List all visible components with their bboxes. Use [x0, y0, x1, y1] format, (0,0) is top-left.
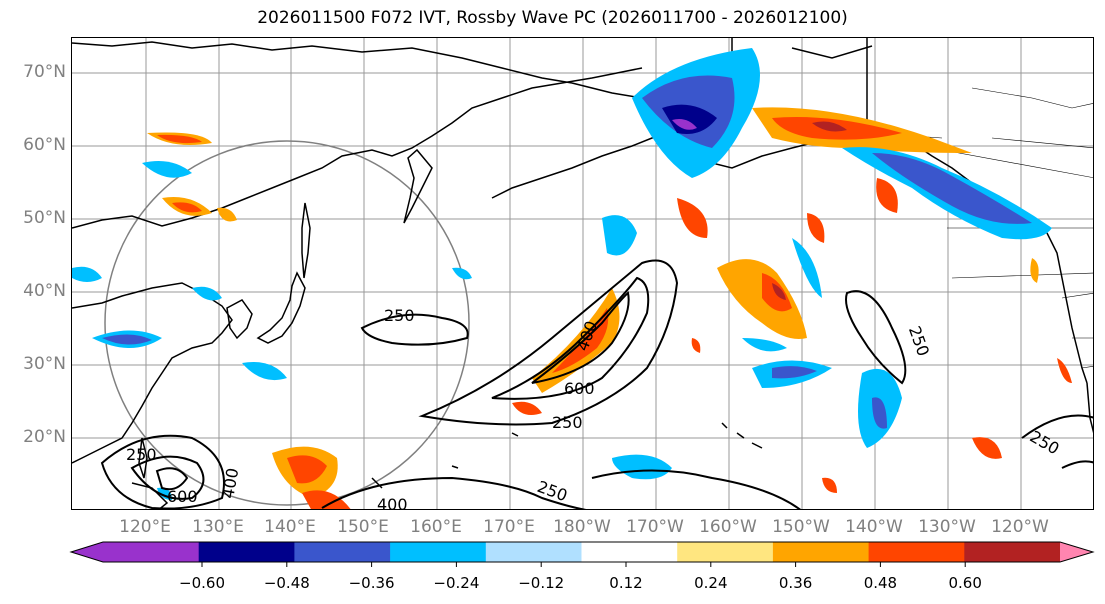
- lat-label-40n: 40°N: [23, 281, 66, 301]
- lon-label-140e: 140°E: [264, 517, 316, 537]
- colorbar-tick-label: 0.24: [694, 574, 728, 592]
- colorbar-segment: [868, 542, 965, 562]
- lat-label-20n: 20°N: [23, 427, 66, 447]
- lon-label-160w: 160°W: [699, 517, 757, 537]
- lon-label-140w: 140°W: [845, 517, 903, 537]
- colorbar-segment: [198, 542, 295, 562]
- ivt-shading: [72, 48, 1072, 509]
- colorbar-tick-label: −0.48: [263, 574, 310, 592]
- map-panel: 250 400 600 250 250 250 400 250 250 400 …: [71, 37, 1094, 510]
- contour-label: 600: [564, 379, 595, 398]
- colorbar-segment: [677, 542, 774, 562]
- colorbar-segment: [964, 542, 1061, 562]
- colorbar-outline: [69, 541, 1095, 563]
- gray-circle: [104, 140, 470, 506]
- colorbar-segment: [581, 542, 678, 562]
- colorbar-tick-label: −0.12: [518, 574, 565, 592]
- map-canvas: 250 400 600 250 250 250 400 250 250 400 …: [72, 38, 1093, 510]
- colorbar-tick-label: −0.60: [179, 574, 225, 592]
- contour-label: 250: [552, 413, 583, 432]
- contour-label: 250: [535, 477, 570, 505]
- lat-label-30n: 30°N: [23, 354, 66, 374]
- colorbar-segments: [71, 542, 1093, 562]
- lon-label-160e: 160°E: [410, 517, 462, 537]
- colorbar-tick-label: −0.24: [433, 574, 480, 592]
- lon-label-180w: 180°W: [553, 517, 611, 537]
- lat-label-70n: 70°N: [23, 62, 66, 82]
- lon-label-120e: 120°E: [119, 517, 171, 537]
- colorbar-tick-label: 0.36: [778, 574, 813, 592]
- colorbar-segment: [485, 542, 582, 562]
- contour-label-group: 250 400 600 250 250 250 400 250 250 400 …: [126, 306, 1063, 510]
- contour-label: 250: [384, 306, 415, 325]
- colorbar: [69, 541, 1095, 567]
- lat-label-50n: 50°N: [23, 208, 66, 228]
- colorbar-extend-min: [71, 542, 103, 562]
- lon-label-170w: 170°W: [626, 517, 684, 537]
- colorbar-tick-label: 0.12: [609, 574, 643, 592]
- graticule: [72, 38, 1093, 509]
- lon-label-150w: 150°W: [772, 517, 830, 537]
- lon-label-150e: 150°E: [337, 517, 389, 537]
- colorbar-segment: [103, 542, 200, 562]
- lat-label-60n: 60°N: [23, 135, 66, 155]
- colorbar-extend-max: [1060, 542, 1093, 562]
- colorbar-tick-label: −0.36: [348, 574, 395, 592]
- colorbar-tick-label: 0.60: [948, 574, 982, 592]
- contour-label: 250: [905, 323, 933, 358]
- contour-label: 250: [126, 445, 157, 464]
- contour-label: 400: [377, 495, 408, 510]
- colorbar-tick-label: 0.48: [863, 574, 898, 592]
- colorbar-segment: [294, 542, 391, 562]
- rossby-contours: [100, 259, 1093, 509]
- lon-label-170e: 170°E: [483, 517, 535, 537]
- colorbar-ticks: [201, 562, 966, 567]
- lon-label-120w: 120°W: [991, 517, 1049, 537]
- contour-label: 400: [218, 467, 242, 500]
- lon-label-130e: 130°E: [192, 517, 244, 537]
- colorbar-segment: [390, 542, 487, 562]
- colorbar-segment: [772, 542, 870, 562]
- map-title: 2026011500 F072 IVT, Rossby Wave PC (202…: [257, 8, 848, 28]
- lon-label-130w: 130°W: [918, 517, 976, 537]
- contour-label: 600: [167, 487, 198, 506]
